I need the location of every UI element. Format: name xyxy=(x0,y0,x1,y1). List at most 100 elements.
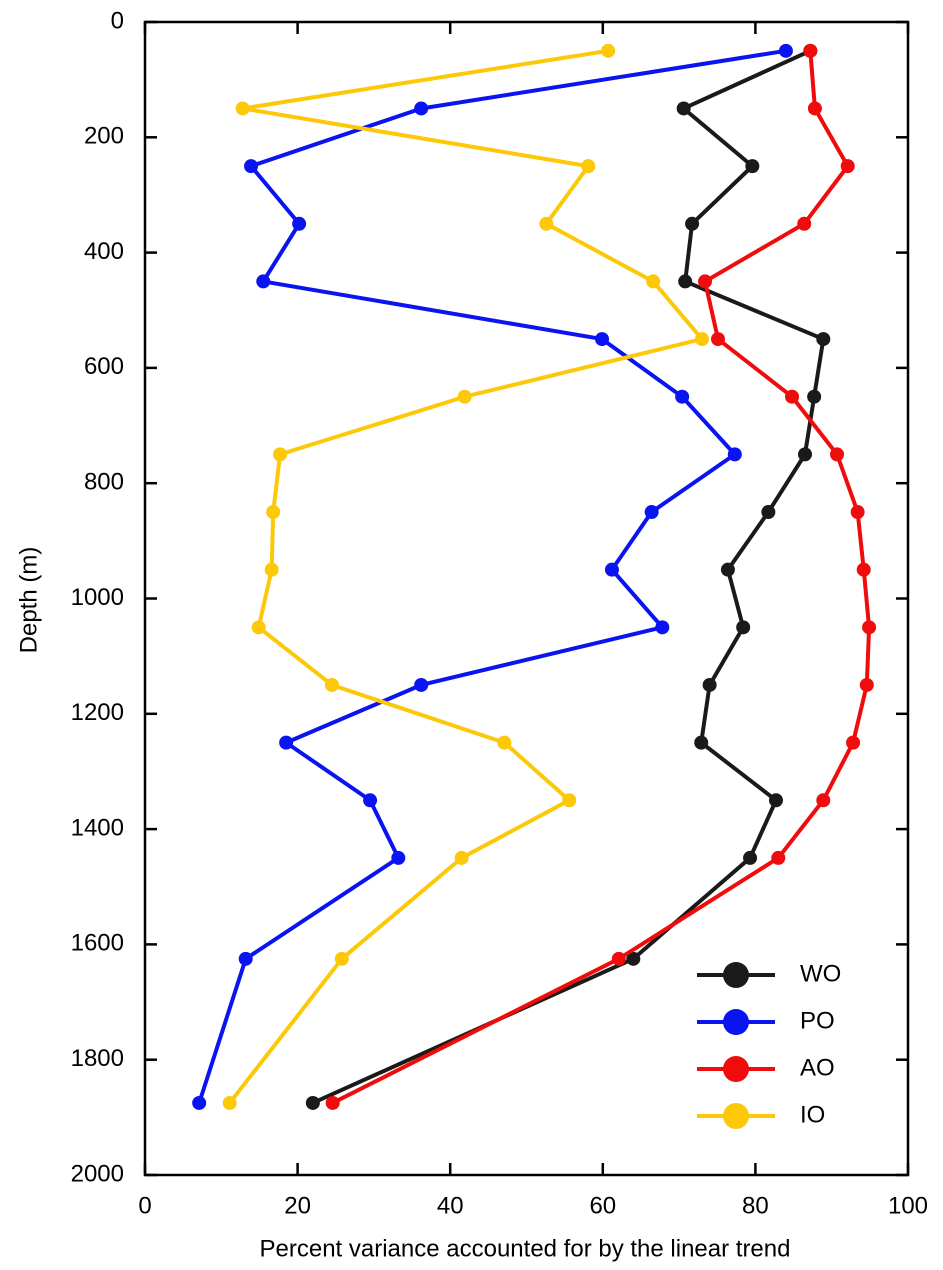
legend-marker xyxy=(723,1103,749,1129)
data-point xyxy=(324,677,339,692)
x-tick-label: 80 xyxy=(742,1192,769,1219)
data-point xyxy=(292,216,307,231)
data-point xyxy=(830,447,845,462)
data-point xyxy=(279,735,294,750)
data-point xyxy=(266,505,281,520)
legend-label: IO xyxy=(800,1101,825,1128)
x-tick-label: 100 xyxy=(888,1192,928,1219)
data-point xyxy=(601,43,616,58)
x-tick-label: 40 xyxy=(437,1192,464,1219)
data-point xyxy=(273,447,288,462)
data-point xyxy=(720,562,735,577)
data-point xyxy=(391,850,406,865)
data-point xyxy=(256,274,271,289)
y-tick-label: 1800 xyxy=(71,1045,124,1072)
y-tick-label: 1400 xyxy=(71,814,124,841)
data-point xyxy=(711,332,726,347)
data-point xyxy=(771,850,786,865)
data-point xyxy=(675,389,690,404)
series-line xyxy=(312,49,826,1105)
legend-marker xyxy=(723,962,749,988)
data-point xyxy=(803,43,818,58)
data-point xyxy=(497,735,512,750)
legend-label: WO xyxy=(800,960,841,987)
data-point xyxy=(840,159,855,174)
data-point xyxy=(698,274,713,289)
y-axis-label: Depth (m) xyxy=(15,547,42,654)
data-point xyxy=(604,562,619,577)
data-point xyxy=(363,793,378,808)
data-point xyxy=(745,159,760,174)
data-point xyxy=(655,620,670,635)
data-point xyxy=(251,620,266,635)
legend-label: PO xyxy=(800,1007,835,1034)
data-point xyxy=(581,159,596,174)
x-tick-label: 20 xyxy=(284,1192,311,1219)
data-point xyxy=(778,43,793,58)
data-point xyxy=(807,389,822,404)
data-point xyxy=(816,793,831,808)
legend-marker xyxy=(723,1056,749,1082)
legend-label: AO xyxy=(800,1054,835,1081)
data-point xyxy=(562,793,577,808)
data-point xyxy=(727,447,742,462)
data-point xyxy=(192,1095,207,1110)
data-point xyxy=(646,274,661,289)
data-point xyxy=(305,1095,320,1110)
series-line xyxy=(331,50,872,1105)
data-point xyxy=(244,159,259,174)
data-point xyxy=(850,505,865,520)
data-point xyxy=(694,735,709,750)
data-point xyxy=(862,620,877,635)
data-point xyxy=(222,1095,237,1110)
data-point xyxy=(769,793,784,808)
data-point xyxy=(238,951,253,966)
y-tick-label: 600 xyxy=(84,353,124,380)
data-point xyxy=(694,332,709,347)
data-point xyxy=(678,274,693,289)
data-point xyxy=(743,850,758,865)
data-point xyxy=(736,620,751,635)
plot-frame xyxy=(143,20,910,1177)
data-point xyxy=(644,505,659,520)
data-point xyxy=(454,850,469,865)
data-point xyxy=(807,101,822,116)
data-point xyxy=(785,389,800,404)
data-point xyxy=(702,677,717,692)
x-tick-label: 0 xyxy=(138,1192,151,1219)
series-line xyxy=(228,48,704,1105)
legend-marker xyxy=(723,1009,749,1035)
data-point xyxy=(611,951,626,966)
data-point xyxy=(334,951,349,966)
y-tick-label: 2000 xyxy=(71,1160,124,1187)
y-tick-label: 1000 xyxy=(71,584,124,611)
data-point xyxy=(457,389,472,404)
data-point xyxy=(539,216,554,231)
data-point xyxy=(595,332,610,347)
y-tick-label: 400 xyxy=(84,238,124,265)
x-tick-label: 60 xyxy=(589,1192,616,1219)
data-point xyxy=(325,1095,340,1110)
y-tick-label: 0 xyxy=(111,7,124,34)
data-point xyxy=(626,951,641,966)
y-tick-label: 1200 xyxy=(71,699,124,726)
y-tick-label: 200 xyxy=(84,123,124,150)
y-tick-label: 800 xyxy=(84,469,124,496)
series-line xyxy=(197,48,787,1104)
data-point xyxy=(235,101,250,116)
y-tick-label: 1600 xyxy=(71,930,124,957)
data-point xyxy=(856,562,871,577)
data-point xyxy=(264,562,279,577)
data-point xyxy=(859,677,874,692)
data-point xyxy=(846,735,861,750)
data-point xyxy=(685,216,700,231)
data-point xyxy=(816,332,831,347)
data-point xyxy=(797,216,812,231)
data-point xyxy=(761,505,776,520)
x-axis-label: Percent variance accounted for by the li… xyxy=(260,1235,791,1262)
data-point xyxy=(797,447,812,462)
data-point xyxy=(414,677,429,692)
data-point xyxy=(414,101,429,116)
data-point xyxy=(676,101,691,116)
